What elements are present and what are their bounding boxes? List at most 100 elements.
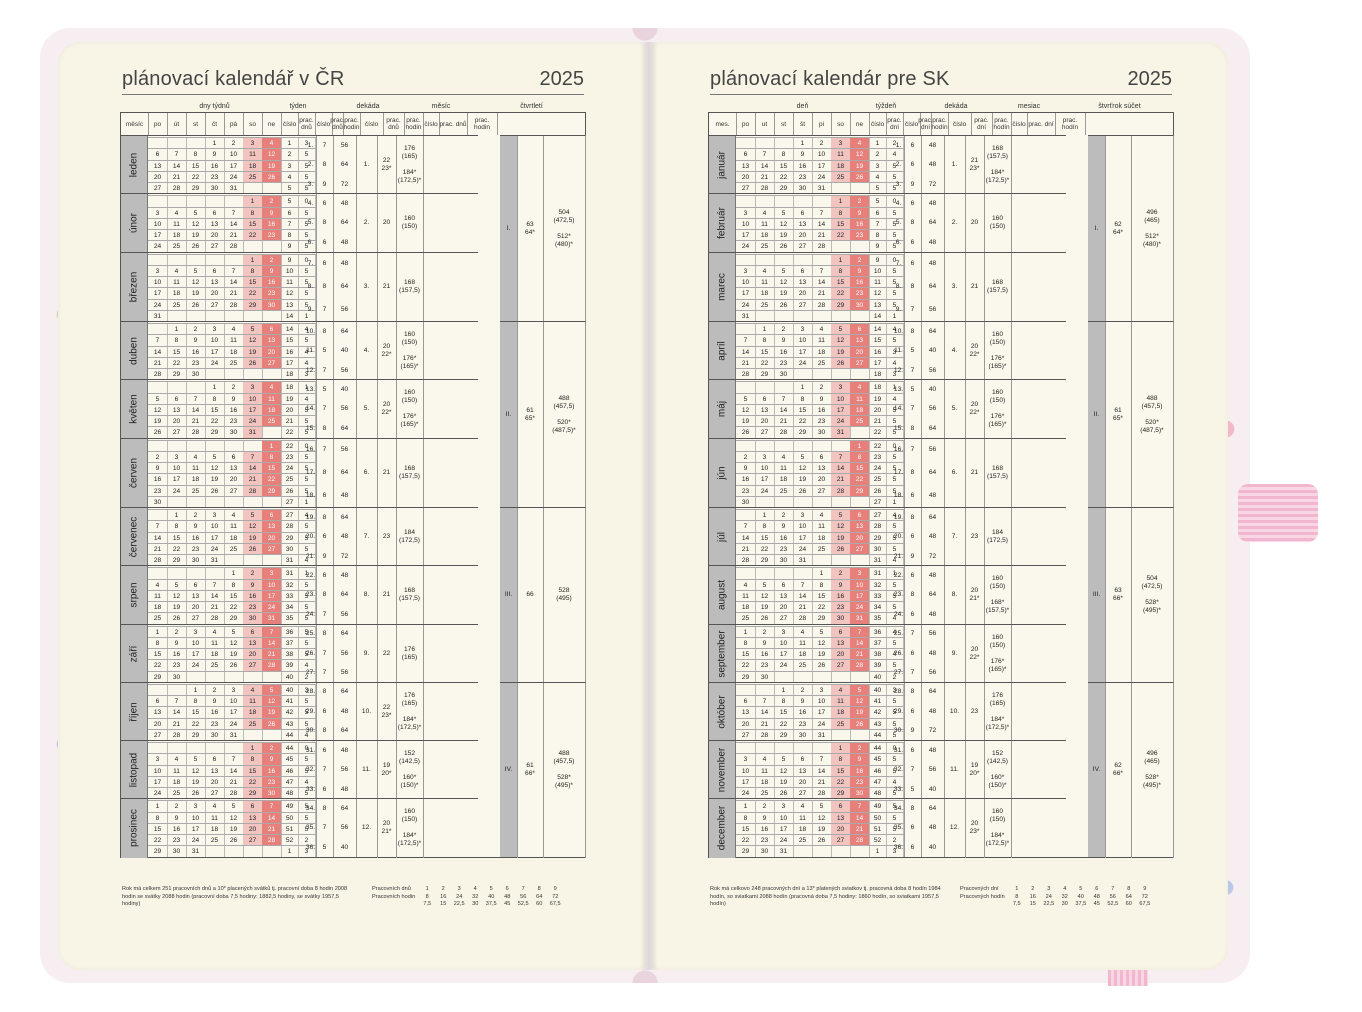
day-cell: 21 xyxy=(205,602,225,613)
week-row: 5 6 7 8 9 10 11 19 4 xyxy=(148,392,316,405)
day-cell: 15 xyxy=(262,463,282,474)
week-workdays: 5 xyxy=(886,241,904,253)
day-cell xyxy=(736,510,756,521)
day-cell: 25 xyxy=(262,416,282,427)
day-cell: 31 xyxy=(812,183,832,194)
day-cell: 14 xyxy=(736,532,756,544)
dekade-cell: 48 xyxy=(921,741,945,761)
day-cell: 28 xyxy=(148,555,168,566)
dekade-cell: 7 xyxy=(316,136,334,156)
bookmark-ribbon[interactable] xyxy=(1108,966,1148,986)
day-cell xyxy=(243,729,263,741)
quarter-cell: II. xyxy=(1088,321,1106,508)
dekade-cell: 4. xyxy=(305,194,317,214)
week-workdays: 4 xyxy=(886,324,904,335)
month-block: september 1 2 3 4 5 6 7 36 4 8 9 10 11 12 13 14 37 5 15 16 17… xyxy=(709,623,1066,683)
day-cell: 4 xyxy=(167,754,187,766)
day-cell: 14 xyxy=(755,160,775,172)
day-cell xyxy=(186,310,206,322)
day-cell: 29 xyxy=(755,555,775,566)
dekade-cell: 64 xyxy=(921,682,945,703)
day-cell xyxy=(148,568,168,580)
dekade-cell: 48 xyxy=(333,779,357,800)
day-cell xyxy=(148,510,168,521)
quarter-bar xyxy=(500,321,517,507)
day-cell: 19 xyxy=(148,416,168,427)
dekade-cell: 6 xyxy=(316,233,334,253)
dekade-cell: 2. xyxy=(305,155,317,175)
dekade-cell: 9 xyxy=(316,546,334,567)
week-row: 17 18 19 20 21 22 23 12 5 xyxy=(148,287,316,300)
day-cell xyxy=(793,846,813,858)
dekade-cell: 8 xyxy=(316,624,334,644)
week-row: 26 27 28 29 30 31 22 5 xyxy=(148,426,316,439)
week-number: 50 xyxy=(281,812,299,824)
week-workdays: 0 xyxy=(298,743,316,754)
day-cell: 15 xyxy=(736,823,756,835)
dekade-cell: 7 xyxy=(316,298,334,322)
month-name: september xyxy=(709,624,736,683)
dekade-cell: 40 xyxy=(921,341,945,361)
day-cell: 15 xyxy=(793,404,813,416)
month-mhours: 176 (165) 184* (172,5)* xyxy=(396,136,424,195)
day-cell: 17 xyxy=(186,823,206,835)
day-cell: 21 xyxy=(262,649,282,660)
day-cell: 14 xyxy=(262,812,282,824)
week-number: 49 xyxy=(869,801,887,813)
week-number: 34 xyxy=(281,602,299,613)
day-cell: 29 xyxy=(186,183,206,194)
week-workdays: 5 xyxy=(886,451,904,463)
day-cell: 10 xyxy=(186,637,206,649)
hours-table-cell: 67,5 xyxy=(549,901,561,907)
col-header: prac. dnů xyxy=(383,113,405,135)
quarter-cell: II. xyxy=(500,321,518,508)
dekade-cell: 19. xyxy=(305,508,317,528)
day-cell: 26 xyxy=(205,485,225,497)
month-name-label: červen xyxy=(128,458,140,489)
day-cell: 7 xyxy=(262,801,282,813)
week-row: 29 30 31 1 3 xyxy=(736,845,904,858)
day-cell: 1 xyxy=(755,324,775,335)
day-cell: 3 xyxy=(262,568,282,580)
day-cell xyxy=(850,555,870,566)
quarter-cell: III. xyxy=(500,507,518,683)
col-header: prac. dní xyxy=(1027,113,1056,135)
day-cell: 1 xyxy=(793,382,813,394)
day-cell xyxy=(736,568,756,580)
week-workdays: 0 xyxy=(298,196,316,208)
day-cell xyxy=(831,369,851,380)
week-number: 36 xyxy=(869,626,887,638)
day-cell: 31 xyxy=(850,613,870,625)
day-cell: 31 xyxy=(148,310,168,322)
elastic-band-closure[interactable] xyxy=(1238,484,1318,542)
day-cell: 1 xyxy=(736,801,756,813)
month-name: leden xyxy=(121,136,148,195)
day-cell: 12 xyxy=(262,149,282,161)
hours-table-cell: 15 xyxy=(440,901,447,907)
week-workdays: 1 xyxy=(298,568,316,580)
month-name-label: február xyxy=(716,207,728,240)
day-cell xyxy=(186,568,206,580)
day-cell: 5 xyxy=(793,451,813,463)
hours-table-cell: 5 xyxy=(1079,886,1083,892)
dekade-cell: 8 xyxy=(316,419,334,439)
right-page-header: plánovací kalendár pre SK 2025 xyxy=(710,68,1172,95)
day-cell: 30 xyxy=(205,183,225,194)
hours-table-cell: 2 xyxy=(1031,886,1035,892)
day-cell: 26 xyxy=(186,241,206,253)
day-cell: 9 xyxy=(205,696,225,707)
dekade-cell: 6 xyxy=(904,527,922,547)
week-workdays: 5 xyxy=(886,754,904,766)
hours-table-cell: 7,5 xyxy=(1012,901,1021,907)
dekade-cell: 64 xyxy=(921,419,945,439)
day-cell: 21 xyxy=(755,718,775,730)
day-cell: 10 xyxy=(186,812,206,824)
day-cell: 18 xyxy=(167,230,187,241)
week-workdays: 5 xyxy=(886,299,904,311)
col-header: st xyxy=(774,113,794,135)
dekade-cell: 6 xyxy=(316,484,334,508)
day-cell: 27 xyxy=(205,788,225,799)
day-cell: 21 xyxy=(755,171,775,183)
day-cell xyxy=(774,254,794,266)
day-cell: 10 xyxy=(148,765,168,777)
